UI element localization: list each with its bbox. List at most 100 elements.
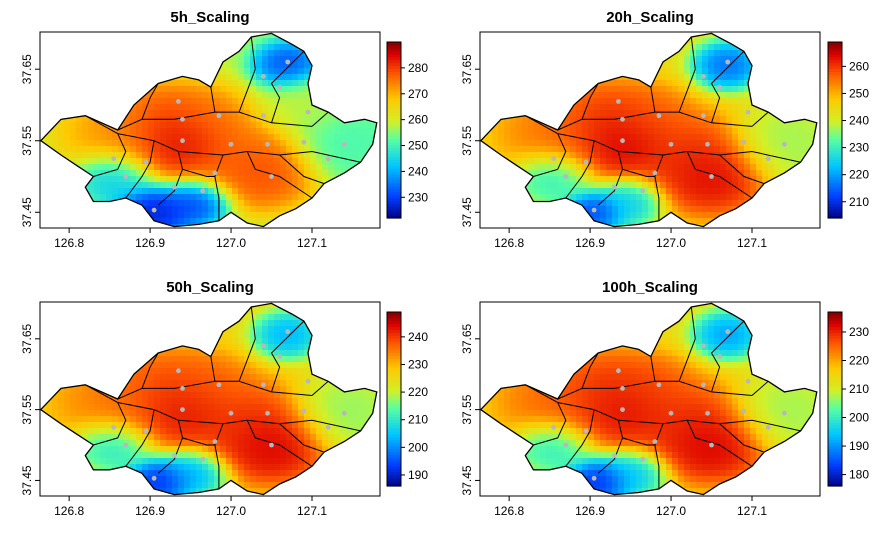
heatmap-cell (816, 128, 817, 135)
heatmap-cell (588, 170, 595, 177)
heatmap-cell (810, 212, 817, 219)
heatmap-cell (184, 464, 191, 471)
heatmap-cell (756, 68, 763, 75)
heatmap-cell (780, 128, 787, 135)
heatmap-cell (352, 104, 359, 111)
heatmap-cell (498, 50, 505, 57)
heatmap-cell (304, 140, 311, 147)
heatmap-cell (202, 368, 209, 375)
heatmap-cell (178, 350, 185, 357)
heatmap-cell (94, 176, 101, 183)
heatmap-cell (576, 212, 583, 219)
heatmap-cell (558, 176, 565, 183)
heatmap-cell (154, 446, 161, 453)
heatmap-cell (624, 176, 631, 183)
heatmap-cell (642, 56, 649, 63)
heatmap-cell (750, 50, 757, 57)
heatmap-cell (516, 200, 523, 207)
heatmap-cell (112, 86, 119, 93)
heatmap-cell (534, 56, 541, 63)
heatmap-cell (744, 92, 751, 99)
heatmap-cell (46, 158, 53, 165)
heatmap-cell (100, 110, 107, 117)
heatmap-cell (510, 56, 517, 63)
heatmap-cell (154, 494, 161, 495)
heatmap-cell (642, 44, 649, 51)
heatmap-cell (112, 416, 119, 423)
heatmap-cell (352, 194, 359, 201)
heatmap-cell (136, 38, 143, 45)
heatmap-cell (534, 224, 541, 227)
heatmap-cell (600, 146, 607, 153)
heatmap-cell (714, 152, 721, 159)
heatmap-cell (792, 188, 799, 195)
heatmap-cell (370, 98, 377, 105)
heatmap-cell (112, 212, 119, 219)
heatmap-cell (142, 380, 149, 387)
heatmap-cell (220, 122, 227, 129)
heatmap-cell (654, 158, 661, 165)
heatmap-cell (672, 134, 679, 141)
heatmap-cell (94, 422, 101, 429)
heatmap-cell (124, 332, 131, 339)
heatmap-cell (70, 458, 77, 465)
heatmap-cell (64, 122, 71, 129)
heatmap-cell (142, 392, 149, 399)
heatmap-cell (100, 303, 107, 309)
heatmap-cell (52, 488, 59, 495)
heatmap-cell (540, 98, 547, 105)
heatmap-cell (112, 428, 119, 435)
heatmap-cell (196, 362, 203, 369)
heatmap-cell (774, 98, 781, 105)
heatmap-cell (630, 122, 637, 129)
heatmap-cell (516, 146, 523, 153)
heatmap-cell (516, 158, 523, 165)
heatmap-cell (52, 62, 59, 69)
heatmap-cell (552, 98, 559, 105)
heatmap-cell (358, 98, 365, 105)
heatmap-cell (334, 122, 341, 129)
heatmap-cell (642, 188, 649, 195)
heatmap-cell (190, 140, 197, 147)
heatmap-cell (480, 128, 487, 135)
heatmap-cell (298, 33, 305, 39)
heatmap-cell (76, 170, 83, 177)
heatmap-cell (702, 62, 709, 69)
heatmap-cell (64, 98, 71, 105)
heatmap-cell (768, 116, 775, 123)
heatmap-cell (136, 458, 143, 465)
heatmap-cell (516, 62, 523, 69)
heatmap-cell (124, 128, 131, 135)
heatmap-cell (172, 50, 179, 57)
heatmap-cell (112, 458, 119, 465)
heatmap-cell (762, 158, 769, 165)
heatmap-cell (52, 320, 59, 327)
heatmap-cell (160, 464, 167, 471)
heatmap-cell (690, 218, 697, 225)
heatmap-cell (798, 56, 805, 63)
heatmap-cell (792, 80, 799, 87)
heatmap-cell (244, 218, 251, 225)
heatmap-cell (220, 182, 227, 189)
heatmap-cell (750, 218, 757, 225)
heatmap-cell (804, 176, 811, 183)
heatmap-cell (124, 344, 131, 351)
heatmap-cell (708, 224, 715, 227)
colorbar-segment (828, 88, 842, 93)
heatmap-cell (118, 303, 125, 309)
x-tick-label: 127.1 (297, 236, 327, 250)
heatmap-cell (558, 140, 565, 147)
heatmap-cell (762, 134, 769, 141)
heatmap-cell (528, 164, 535, 171)
heatmap-cell (768, 182, 775, 189)
heatmap-cell (618, 80, 625, 87)
heatmap-cell (660, 62, 667, 69)
heatmap-cell (546, 62, 553, 69)
heatmap-cell (232, 56, 239, 63)
heatmap-cell (322, 188, 329, 195)
colorbar-segment (387, 179, 401, 184)
heatmap-cell (540, 56, 547, 63)
heatmap-cell (310, 74, 317, 81)
heatmap-cell (208, 146, 215, 153)
colorbar-segment (387, 83, 401, 87)
